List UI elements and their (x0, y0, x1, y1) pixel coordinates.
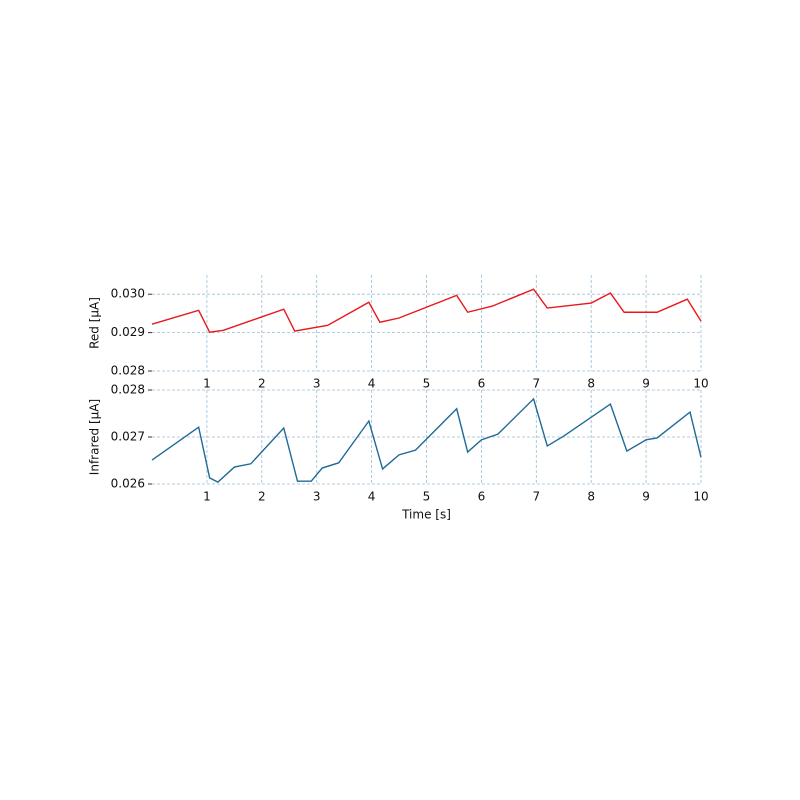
x-tick-label: 6 (478, 490, 486, 504)
x-tick-label: 10 (693, 490, 708, 504)
x-tick-label: 4 (368, 377, 376, 391)
x-tick-label: 8 (587, 490, 595, 504)
y-tick-label: 0.028 (111, 383, 145, 397)
x-tick-label: 10 (693, 377, 708, 391)
y-tick-label: 0.027 (111, 430, 145, 444)
y-tick-label: 0.028 (111, 364, 145, 378)
y-tick-label: 0.026 (111, 477, 145, 491)
x-tick-label: 5 (423, 490, 431, 504)
x-tick-label: 3 (313, 490, 321, 504)
x-tick-label: 2 (258, 377, 266, 391)
x-tick-label: 9 (642, 490, 650, 504)
data-line (151, 397, 702, 483)
x-tick-label: 7 (532, 377, 540, 391)
x-tick-label: 6 (478, 377, 486, 391)
y-tick-label: 0.030 (111, 287, 145, 301)
x-tick-label: 1 (203, 377, 211, 391)
x-tick-label: 4 (368, 490, 376, 504)
x-tick-label: 3 (313, 377, 321, 391)
x-tick-label: 2 (258, 490, 266, 504)
x-tick-label: 7 (532, 490, 540, 504)
x-axis-label: Time [s] (401, 508, 451, 522)
y-axis-label: Infrared [μA] (88, 399, 102, 475)
y-tick-label: 0.029 (111, 325, 145, 339)
x-tick-label: 5 (423, 377, 431, 391)
y-axis-label: Red [μA] (88, 297, 102, 349)
data-line (151, 288, 702, 333)
x-tick-label: 9 (642, 377, 650, 391)
x-tick-label: 8 (587, 377, 595, 391)
x-tick-label: 1 (203, 490, 211, 504)
